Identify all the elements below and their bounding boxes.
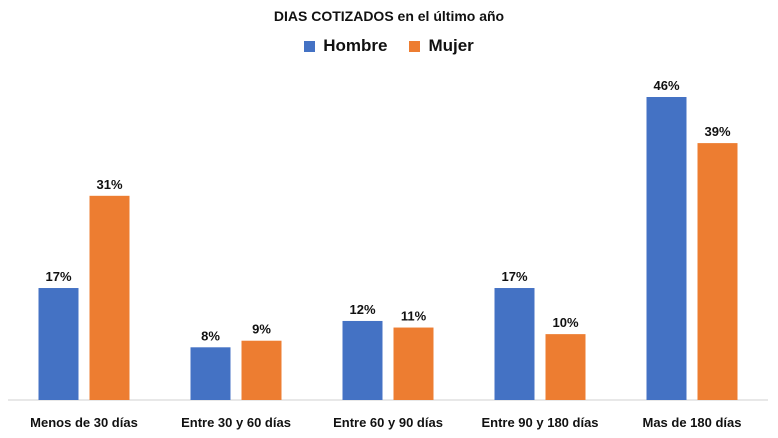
data-label-hombre-3: 17% (501, 269, 527, 284)
x-tick-label-1: Entre 30 y 60 días (181, 415, 291, 430)
legend-label-mujer: Mujer (428, 36, 474, 55)
data-label-hombre-4: 46% (653, 78, 679, 93)
bar-hombre-1 (190, 347, 231, 400)
data-label-mujer-4: 39% (704, 124, 730, 139)
legend-swatch-mujer (409, 40, 421, 52)
data-label-mujer-2: 11% (401, 309, 427, 324)
data-label-hombre-2: 12% (349, 302, 375, 317)
data-label-mujer-3: 10% (552, 315, 578, 330)
bar-hombre-4 (646, 97, 687, 400)
x-tick-label-4: Mas de 180 días (643, 415, 742, 430)
x-tick-label-3: Entre 90 y 180 días (481, 415, 598, 430)
bar-mujer-0 (89, 195, 130, 400)
legend: Hombre Mujer (0, 36, 778, 56)
bar-hombre-3 (494, 288, 535, 400)
bar-mujer-4 (697, 143, 738, 400)
bar-mujer-1 (241, 340, 282, 400)
x-tick-label-0: Menos de 30 días (30, 415, 138, 430)
bar-hombre-0 (38, 288, 79, 400)
data-label-mujer-1: 9% (252, 322, 271, 337)
data-label-mujer-0: 31% (96, 177, 122, 192)
bar-mujer-3 (545, 334, 586, 400)
bar-mujer-2 (393, 327, 434, 400)
x-tick-label-2: Entre 60 y 90 días (333, 415, 443, 430)
legend-item-hombre: Hombre (304, 36, 387, 56)
legend-label-hombre: Hombre (323, 36, 388, 55)
legend-item-mujer: Mujer (409, 36, 474, 56)
legend-swatch-hombre (304, 40, 316, 52)
data-label-hombre-0: 17% (45, 269, 71, 284)
data-label-hombre-1: 8% (201, 328, 220, 343)
chart-title: DIAS COTIZADOS en el último año (273, 8, 505, 24)
bar-hombre-2 (342, 320, 383, 400)
